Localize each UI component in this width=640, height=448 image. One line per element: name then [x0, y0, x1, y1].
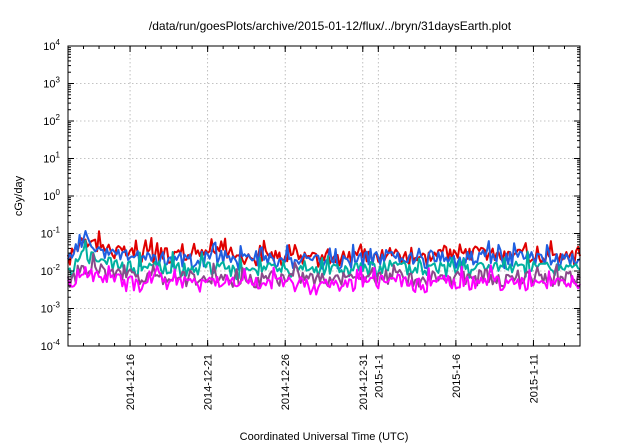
- chart-title: /data/run/goesPlots/archive/2015-01-12/f…: [149, 19, 512, 33]
- x-tick-label: 2015-1-1: [373, 354, 385, 398]
- y-tick-label: 104: [43, 38, 60, 53]
- y-tick-label: 100: [43, 188, 60, 203]
- y-tick-labels: 10-4 10-3 10-2 10-1 100 101 102 103 104: [41, 38, 61, 353]
- x-axis-label: Coordinated Universal Time (UTC): [240, 431, 409, 443]
- series-layer: [67, 230, 581, 296]
- x-tick-label: 2014-12-26: [280, 354, 292, 410]
- y-tick-label: 10-2: [41, 263, 61, 278]
- series-line-5: [67, 264, 581, 296]
- y-tick-label: 10-1: [41, 226, 61, 241]
- grid-layer: [68, 45, 580, 347]
- y-tick-label: 102: [43, 113, 60, 128]
- y-tick-label: 10-4: [41, 338, 61, 353]
- x-tick-label: 2014-12-31: [358, 354, 370, 410]
- y-tick-label: 103: [43, 76, 60, 91]
- y-tick-label: 10-3: [41, 301, 61, 316]
- x-tick-label: 2015-1-6: [451, 354, 463, 398]
- x-tick-label: 2015-1-11: [528, 354, 540, 403]
- y-tick-label: 101: [43, 151, 60, 166]
- x-tick-labels: 2014-12-16 2014-12-21 2014-12-26 2014-12-31…: [125, 354, 540, 410]
- series-line-2: [67, 230, 581, 271]
- tick-layer: [67, 45, 581, 347]
- x-tick-label: 2014-12-21: [203, 354, 215, 410]
- y-axis-label: cGy/day: [13, 175, 25, 216]
- x-tick-label: 2014-12-16: [125, 354, 137, 410]
